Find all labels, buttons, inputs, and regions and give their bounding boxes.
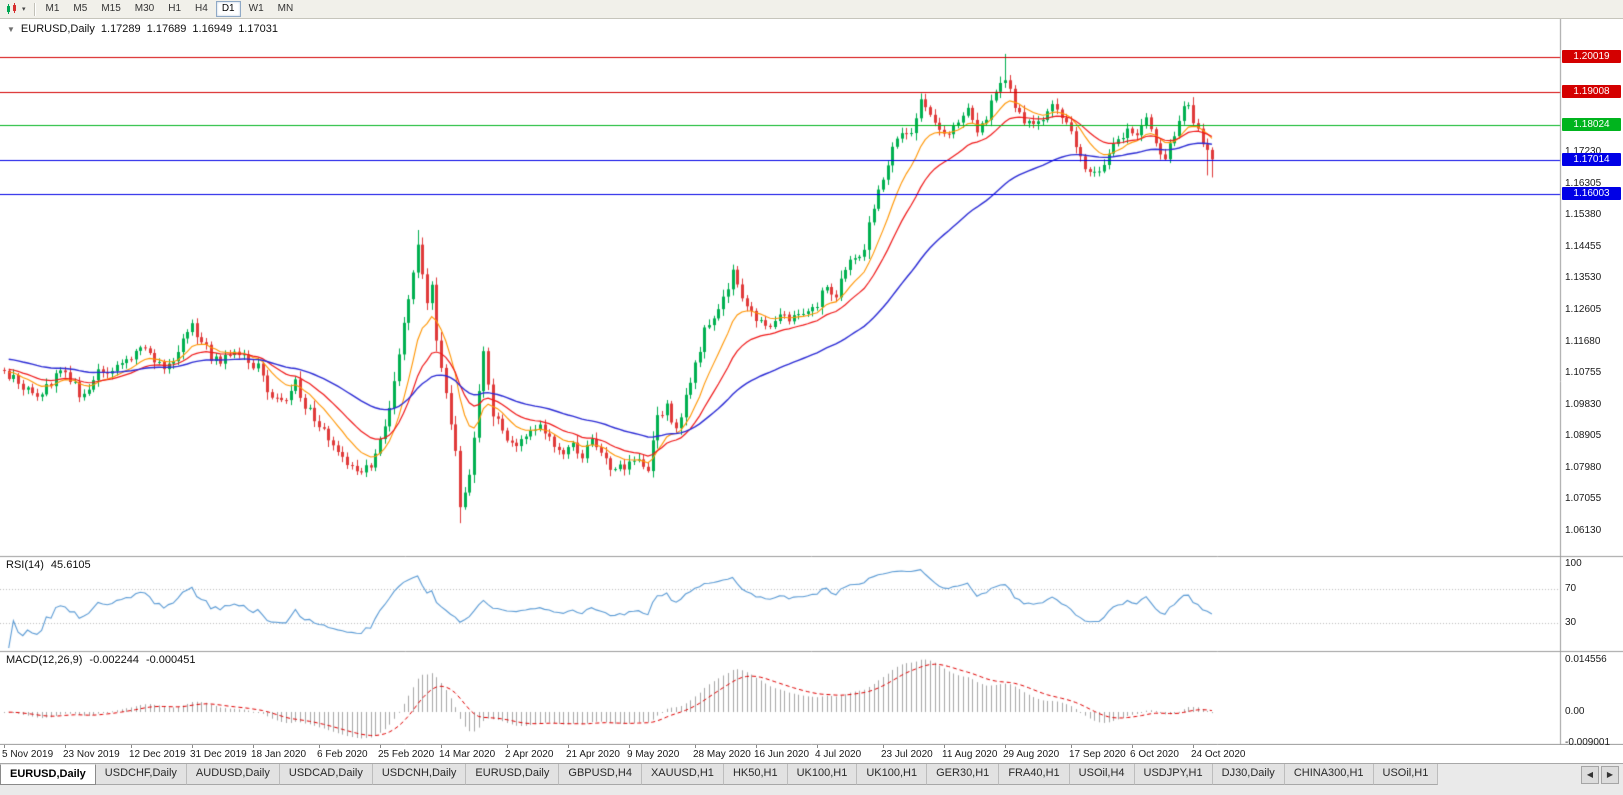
chart-tab-10-uk100-h1[interactable]: UK100,H1 [857, 764, 928, 785]
time-axis-tick [1071, 745, 1072, 748]
time-axis-label: 2 Apr 2020 [505, 749, 554, 760]
ohlc-open: 1.17289 [100, 23, 141, 35]
price-chart-canvas[interactable] [0, 18, 1623, 745]
chart-tab-14-usdjpy-h1[interactable]: USDJPY,H1 [1134, 764, 1213, 785]
time-axis-label: 16 Jun 2020 [754, 749, 810, 760]
time-axis-label: 31 Dec 2019 [190, 749, 247, 760]
time-axis-tick [756, 745, 757, 748]
one-click-collapse-icon[interactable]: ▼ [7, 25, 15, 34]
time-axis-tick [629, 745, 630, 748]
chart-symbol-period: EURUSD,Daily [20, 23, 95, 35]
time-axis-label: 24 Oct 2020 [1191, 749, 1246, 760]
time-axis-tick [695, 745, 696, 748]
tabs-scroll-left-button[interactable]: ◀ [1581, 766, 1599, 784]
time-axis-label: 29 Aug 2020 [1003, 749, 1060, 760]
rsi-name: RSI(14) [6, 559, 44, 571]
time-axis-label: 11 Aug 2020 [942, 749, 998, 760]
rsi-value: 45.6105 [50, 559, 91, 571]
timeframe-h4-button[interactable]: H4 [195, 3, 208, 14]
timeframe-m30-button[interactable]: M30 [134, 3, 155, 14]
time-axis-tick [319, 745, 320, 748]
time-axis-tick [131, 745, 132, 748]
chart-tab-1-usdchf-daily[interactable]: USDCHF,Daily [95, 764, 187, 785]
chart-tab-12-fra40-h1[interactable]: FRA40,H1 [999, 764, 1070, 785]
chart-tab-11-ger30-h1[interactable]: GER30,H1 [927, 764, 1000, 785]
time-axis-tick [1193, 745, 1194, 748]
chart-tab-0-eurusd-daily[interactable]: EURUSD,Daily [0, 764, 96, 785]
time-axis-tick [253, 745, 254, 748]
timeframe-mn-button[interactable]: MN [277, 3, 294, 14]
macd-name: MACD(12,26,9) [6, 654, 83, 666]
time-axis-tick [1132, 745, 1133, 748]
time-axis-tick [568, 745, 569, 748]
toolbar-separator [33, 2, 36, 16]
chart-tab-9-uk100-h1[interactable]: UK100,H1 [787, 764, 858, 785]
timeframe-m5-button[interactable]: M5 [73, 3, 88, 14]
time-axis-label: 23 Jul 2020 [881, 749, 933, 760]
time-axis-label: 6 Feb 2020 [317, 749, 368, 760]
time-axis[interactable]: 5 Nov 2019 23 Nov 2019 12 Dec 2019 31 Dec 2… [0, 745, 1623, 763]
timeframe-m15-button[interactable]: M15 [101, 3, 121, 14]
time-axis-label: 23 Nov 2019 [63, 749, 120, 760]
timeframe-w1-button[interactable]: W1 [248, 3, 264, 14]
time-axis-label: 18 Jan 2020 [251, 749, 307, 760]
time-axis-label: 12 Dec 2019 [129, 749, 186, 760]
chart-type-button[interactable]: ▾ [0, 1, 31, 17]
candlestick-chart-icon [7, 3, 16, 14]
timeframe-toolbar: ▾ M1 M5 M15 M30 H1 H4 D1 W1 MN [0, 0, 1623, 19]
time-axis-label: 21 Apr 2020 [566, 749, 620, 760]
chart-tab-8-hk50-h1[interactable]: HK50,H1 [723, 764, 788, 785]
ohlc-low: 1.16949 [192, 23, 233, 35]
chart-tab-6-gbpusd-h4[interactable]: GBPUSD,H4 [559, 764, 642, 785]
time-axis-tick [441, 745, 442, 748]
chart-tab-7-xauusd-h1[interactable]: XAUUSD,H1 [641, 764, 724, 785]
chart-tab-3-usdcad-daily[interactable]: USDCAD,Daily [279, 764, 373, 785]
time-axis-label: 6 Oct 2020 [1130, 749, 1179, 760]
time-axis-tick [380, 745, 381, 748]
chart-tab-16-china300-h1[interactable]: CHINA300,H1 [1284, 764, 1374, 785]
time-axis-tick [1005, 745, 1006, 748]
time-axis-label: 25 Feb 2020 [378, 749, 435, 760]
time-axis-label: 4 Jul 2020 [815, 749, 862, 760]
timeframe-h1-button[interactable]: H1 [168, 3, 182, 14]
timeframe-m1-button[interactable]: M1 [45, 3, 60, 14]
time-axis-tick [65, 745, 66, 748]
macd-indicator-label: MACD(12,26,9) -0.002244 -0.000451 [6, 654, 196, 666]
time-axis-label: 17 Sep 2020 [1069, 749, 1126, 760]
chart-tab-4-usdcnh-daily[interactable]: USDCNH,Daily [372, 764, 467, 785]
dropdown-caret-icon: ▾ [22, 6, 26, 13]
ohlc-close: 1.17031 [238, 23, 278, 35]
time-axis-label: 14 Mar 2020 [439, 749, 496, 760]
chart-ohlc-title: ▼ EURUSD,Daily 1.17289 1.17689 1.16949 1… [7, 23, 278, 36]
time-axis-tick [4, 745, 5, 748]
tab-scroll-buttons: ◀ ▶ [1577, 764, 1623, 784]
chart-tab-17-usoil-h1[interactable]: USOil,H1 [1373, 764, 1439, 785]
time-axis-label: 28 May 2020 [693, 749, 751, 760]
macd-value-main: -0.002244 [89, 654, 139, 666]
timeframe-buttons: M1 M5 M15 M30 H1 H4 D1 W1 MN [39, 1, 301, 17]
chart-tabs: EURUSD,Daily USDCHF,Daily AUDUSD,Daily USDC… [0, 764, 1577, 785]
chart-tab-13-usoil-h4[interactable]: USOil,H4 [1069, 764, 1135, 785]
time-axis-tick [944, 745, 945, 748]
rsi-indicator-label: RSI(14) 45.6105 [6, 559, 91, 571]
tabs-scroll-right-button[interactable]: ▶ [1601, 766, 1619, 784]
ohlc-high: 1.17689 [146, 23, 187, 35]
time-axis-tick [507, 745, 508, 748]
time-axis-tick [192, 745, 193, 748]
chart-tab-2-audusd-daily[interactable]: AUDUSD,Daily [186, 764, 280, 785]
chart-tab-bar: EURUSD,Daily USDCHF,Daily AUDUSD,Daily USDC… [0, 763, 1623, 795]
time-axis-label: 5 Nov 2019 [2, 749, 54, 760]
macd-value-signal: -0.000451 [145, 654, 196, 666]
time-axis-tick [883, 745, 884, 748]
timeframe-d1-button[interactable]: D1 [215, 1, 241, 17]
time-axis-label: 9 May 2020 [627, 749, 680, 760]
time-axis-tick [817, 745, 818, 748]
chart-tab-5-eurusd-daily[interactable]: EURUSD,Daily [466, 764, 560, 785]
chart-tab-15-dj30-daily[interactable]: DJ30,Daily [1212, 764, 1285, 785]
